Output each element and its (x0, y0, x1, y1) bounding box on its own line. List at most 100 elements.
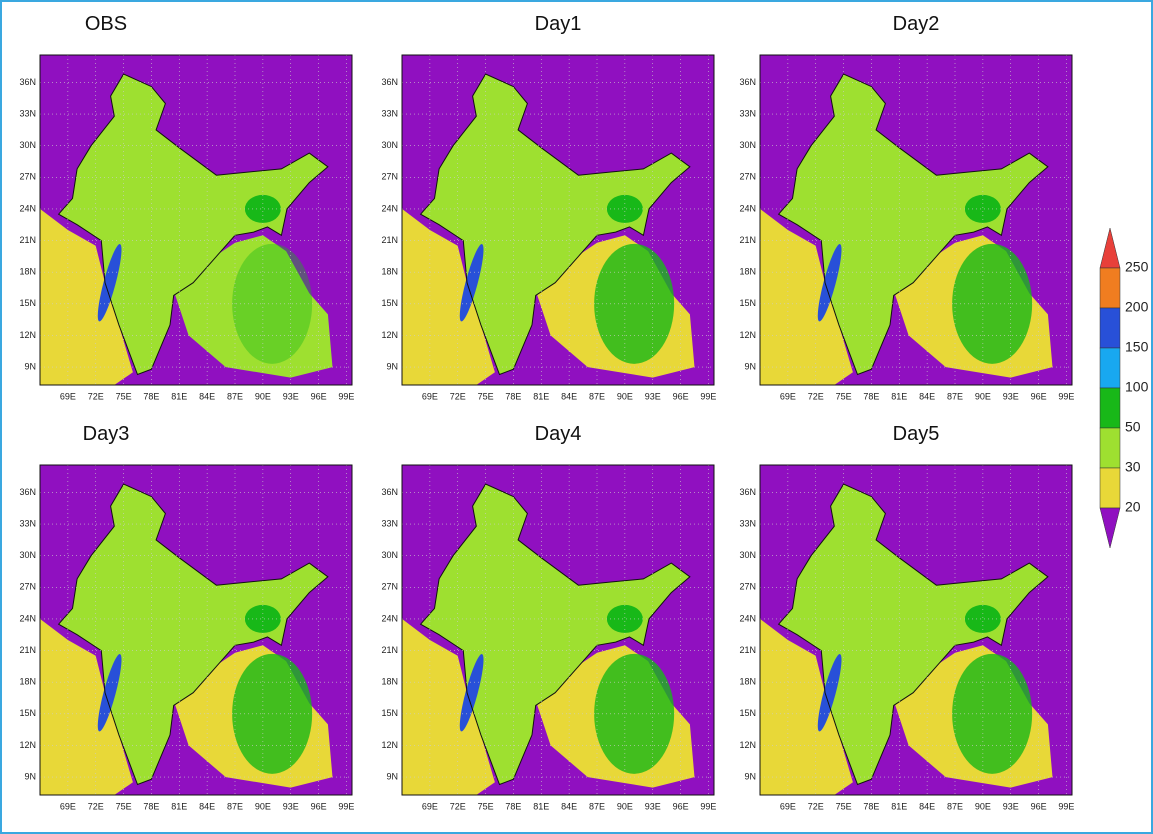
land-rain (778, 484, 1048, 785)
x-tick-label: 84E (561, 801, 577, 811)
y-tick-label: 12N (739, 740, 756, 750)
x-tick-label: 78E (863, 801, 879, 811)
colorbar-label: 150 (1125, 339, 1149, 355)
y-tick-label: 15N (739, 708, 756, 718)
x-tick-label: 69E (780, 801, 796, 811)
ocean-rain (760, 208, 853, 385)
land-rain (58, 74, 328, 375)
y-tick-label: 33N (739, 108, 756, 118)
coast-rain (817, 244, 842, 322)
y-tick-label: 18N (381, 677, 398, 687)
x-tick-label: 75E (478, 801, 494, 811)
map-panel: OBS 36N 33N 30N 27N 24N 21N 18N 15N 12N 9N 69E 72E 75… (19, 13, 354, 401)
x-tick-label: 90E (975, 391, 991, 401)
y-tick-label: 36N (381, 487, 398, 497)
y-tick-label: 21N (19, 235, 36, 245)
colorbar-segment (1099, 467, 1121, 509)
map-border (401, 54, 715, 386)
x-tick-label: 72E (88, 391, 104, 401)
x-tick-label: 84E (919, 801, 935, 811)
x-tick-label: 99E (1058, 391, 1074, 401)
x-tick-label: 78E (143, 391, 159, 401)
y-tick-label: 12N (381, 330, 398, 340)
y-tick-label: 27N (739, 582, 756, 592)
y-tick-label: 18N (381, 267, 398, 277)
y-tick-label: 36N (19, 77, 36, 87)
y-tick-label: 9N (386, 771, 398, 781)
x-tick-label: 99E (700, 801, 716, 811)
northeast-rain (964, 604, 1001, 633)
y-tick-label: 15N (381, 708, 398, 718)
x-tick-label: 87E (947, 391, 963, 401)
x-tick-label: 75E (836, 391, 852, 401)
y-tick-label: 15N (19, 708, 36, 718)
land-rain (420, 484, 690, 785)
map-border (759, 464, 1073, 796)
y-tick-label: 12N (381, 740, 398, 750)
y-tick-label: 21N (739, 235, 756, 245)
y-tick-label: 27N (381, 172, 398, 182)
y-tick-label: 27N (381, 582, 398, 592)
x-tick-label: 99E (1058, 801, 1074, 811)
y-tick-label: 18N (739, 677, 756, 687)
boundary (419, 483, 691, 786)
x-tick-label: 78E (143, 801, 159, 811)
map-panel: Day1 36N 33N 30N 27N 24N 21N 18N 15N 12N 9N 69E 72E 7… (381, 13, 716, 401)
x-tick-label: 90E (617, 391, 633, 401)
x-tick-label: 69E (60, 391, 76, 401)
land-rain (778, 74, 1048, 375)
x-tick-label: 84E (199, 391, 215, 401)
y-tick-label: 27N (739, 172, 756, 182)
x-tick-label: 90E (255, 391, 271, 401)
x-tick-label: 87E (227, 391, 243, 401)
panel-title: Day2 (893, 13, 940, 35)
y-tick-label: 15N (739, 298, 756, 308)
x-tick-label: 75E (478, 391, 494, 401)
ocean-rain (40, 208, 133, 385)
ocean-rain (402, 618, 495, 795)
ocean-rain (760, 618, 853, 795)
colorbar: 250 200 150 100 50 30 20 (1099, 227, 1149, 549)
y-tick-label: 18N (19, 267, 36, 277)
panel-title: OBS (85, 13, 127, 35)
y-tick-label: 24N (381, 203, 398, 213)
northeast-rain (606, 604, 643, 633)
land-rain (58, 484, 328, 785)
x-tick-label: 96E (311, 801, 327, 811)
x-tick-label: 90E (617, 801, 633, 811)
y-tick-label: 30N (19, 140, 36, 150)
x-tick-label: 72E (450, 801, 466, 811)
x-tick-label: 84E (561, 391, 577, 401)
x-tick-label: 69E (780, 391, 796, 401)
y-tick-label: 12N (19, 740, 36, 750)
x-tick-label: 90E (255, 801, 271, 811)
x-tick-label: 93E (1003, 391, 1019, 401)
y-tick-label: 9N (24, 361, 36, 371)
colorbar-segment (1099, 267, 1121, 309)
x-tick-label: 96E (1031, 801, 1047, 811)
map-panel: Day2 36N 33N 30N 27N 24N 21N 18N 15N 12N 9N 69E 72E 7… (739, 13, 1074, 401)
x-tick-label: 72E (808, 391, 824, 401)
coast-rain (97, 244, 122, 322)
y-tick-label: 27N (19, 172, 36, 182)
y-tick-label: 21N (381, 645, 398, 655)
colorbar-segment (1099, 387, 1121, 429)
y-tick-label: 30N (739, 140, 756, 150)
colorbar-segment (1099, 347, 1121, 389)
y-tick-label: 12N (739, 330, 756, 340)
x-tick-label: 81E (533, 801, 549, 811)
x-tick-label: 93E (645, 801, 661, 811)
land-rain (420, 74, 690, 375)
ocean-rain (174, 235, 333, 378)
northeast-rain (606, 194, 643, 223)
colorbar-label: 50 (1125, 419, 1141, 435)
map-border (401, 464, 715, 796)
y-tick-label: 24N (19, 613, 36, 623)
x-tick-label: 75E (116, 391, 132, 401)
x-tick-label: 93E (283, 801, 299, 811)
y-tick-label: 30N (739, 550, 756, 560)
map-panel: Day5 36N 33N 30N 27N 24N 21N 18N 15N 12N 9N 69E 72E 7… (739, 423, 1074, 811)
y-tick-label: 15N (19, 298, 36, 308)
y-tick-label: 33N (381, 518, 398, 528)
x-tick-label: 75E (836, 801, 852, 811)
